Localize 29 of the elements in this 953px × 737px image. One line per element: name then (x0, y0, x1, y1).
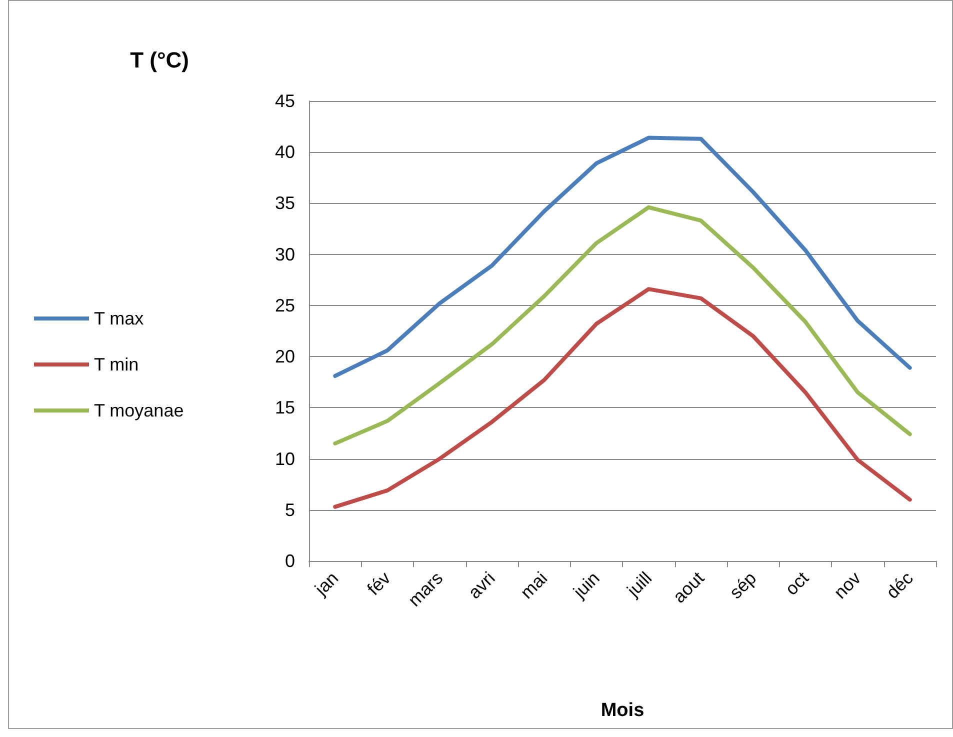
y-tick-label: 30 (274, 244, 295, 264)
legend-label: T max (94, 308, 144, 328)
x-tick-label: avri (464, 568, 499, 603)
x-tick-label: nov (830, 568, 865, 603)
y-tick-label: 20 (274, 346, 295, 367)
legend-label: T min (94, 354, 139, 374)
y-tick-label: 10 (274, 448, 295, 469)
legend-label: T moyanae (94, 400, 184, 420)
x-tick-label: sép (726, 568, 760, 603)
x-tick-label: fév (363, 568, 394, 600)
y-tick-label: 40 (274, 142, 295, 162)
x-axis-title: Mois (600, 700, 644, 721)
y-axis-title: T (°C) (130, 48, 189, 72)
x-tick-label: mai (516, 568, 552, 603)
x-tick-label: oct (781, 568, 812, 600)
x-tick-label: déc (882, 568, 917, 603)
line-series (333, 287, 912, 509)
line-series (333, 136, 912, 378)
y-tick-label: 45 (274, 91, 295, 111)
x-tick-label: juin (568, 568, 604, 603)
line-series (333, 205, 912, 446)
x-tick-label: jan (310, 568, 342, 600)
y-tick-label: 15 (274, 398, 295, 418)
y-tick-label: 25 (274, 295, 295, 316)
y-tick-label: 35 (274, 193, 295, 214)
x-tick-label: aout (669, 568, 708, 607)
x-tick-label: juill (622, 568, 656, 602)
y-tick-label: 0 (284, 551, 295, 571)
y-tick-label: 5 (284, 500, 295, 520)
